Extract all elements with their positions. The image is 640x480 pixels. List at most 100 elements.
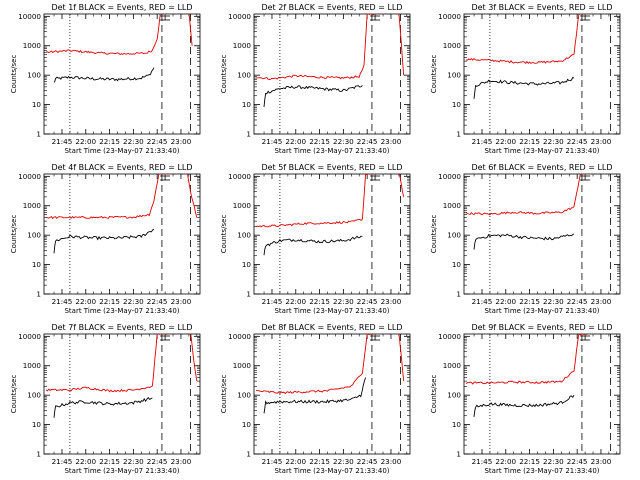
y-tick-label: 10000 [18,332,41,341]
x-tick-label: 22:45 [357,297,378,306]
x-tick-label: 23:00 [171,137,192,146]
plot-frame [43,173,201,295]
y-tick-label: 10000 [18,172,41,181]
x-tick-label: 22:15 [519,137,540,146]
panel-title: Det 4f BLACK = Events, RED = LLD [51,163,192,172]
x-tick-label: 22:15 [309,457,330,466]
y-axis-label: Counts/sec [430,215,438,254]
x-tick-label: 21:45 [472,457,493,466]
series-layer [465,334,593,417]
series-layer [256,14,405,107]
x-tick-label: 22:00 [285,297,306,306]
plot-frame [463,333,621,455]
y-tick-label: 1 [456,130,461,139]
x-tick-label: 23:00 [381,297,402,306]
plot-frame [43,333,201,455]
y-tick-label: 1000 [23,361,42,370]
series-layer [46,174,198,254]
events-series-line [473,233,575,250]
x-tick-label: 22:00 [75,297,96,306]
y-tick-label: 1 [246,130,251,139]
x-tick-label: 22:00 [285,137,306,146]
x-tick-label: 21:45 [52,297,73,306]
panel-det-3: Det 3f BLACK = Events, RED = LLD 1 10 100 10… [430,3,621,155]
y-tick-label: 1 [246,450,251,459]
y-tick-label: 1000 [233,41,252,50]
y-tick-label: 10000 [438,172,461,181]
x-tick-label: 22:00 [285,457,306,466]
panel-det-1: Det 1f BLACK = Events, RED = LLD 1 10 100 10… [10,3,201,155]
x-tick-label: 23:00 [381,137,402,146]
x-tick-label: 22:15 [309,297,330,306]
y-tick-label: 10 [32,100,42,109]
x-axis-label: Start Time (23-May-07 21:33:40) [64,467,179,475]
y-tick-label: 1000 [443,361,462,370]
x-tick-label: 23:00 [591,457,612,466]
y-tick-label: 1 [36,290,41,299]
x-tick-label: 22:30 [333,297,354,306]
x-tick-label: 22:45 [147,137,168,146]
y-tick-label: 10 [452,100,462,109]
y-axis-label: Counts/sec [10,375,18,414]
y-tick-label: 1 [36,450,41,459]
panel-title: Det 3f BLACK = Events, RED = LLD [471,3,612,12]
y-tick-label: 1000 [233,361,252,370]
x-tick-label: 22:45 [357,457,378,466]
x-tick-label: 22:30 [333,137,354,146]
y-tick-label: 10 [452,260,462,269]
x-tick-label: 21:45 [472,137,493,146]
y-axis-label: Counts/sec [220,55,228,94]
lld-series-line [256,14,405,80]
series-layer [255,174,405,256]
x-tick-label: 22:45 [567,297,588,306]
x-tick-label: 22:30 [543,137,564,146]
x-axis-label: Start Time (23-May-07 21:33:40) [484,307,599,315]
y-tick-label: 100 [27,391,41,400]
y-axis-label: Counts/sec [220,215,228,254]
y-tick-label: 100 [237,231,251,240]
panel-det-5: Det 5f BLACK = Events, RED = LLD 1 10 100 10… [220,163,411,315]
panel-det-4: Det 4f BLACK = Events, RED = LLD 1 10 100 10… [10,163,201,315]
x-axis-label: Start Time (23-May-07 21:33:40) [274,467,389,475]
panel-det-2: Det 2f BLACK = Events, RED = LLD 1 10 100 10… [220,3,411,155]
x-tick-label: 22:00 [495,137,516,146]
series-layer [465,14,599,99]
series-layer [45,14,193,83]
y-tick-label: 1000 [23,201,42,210]
events-series-line [263,377,367,414]
y-tick-label: 100 [447,391,461,400]
y-tick-label: 10000 [228,172,251,181]
lld-series-line [255,174,405,228]
x-tick-label: 21:45 [52,457,73,466]
x-tick-label: 23:00 [171,297,192,306]
plot-frame [43,13,201,135]
x-tick-label: 22:30 [543,457,564,466]
panel-det-6: Det 6f BLACK = Events, RED = LLD 1 10 100 10… [430,163,621,315]
x-tick-label: 22:15 [99,137,120,146]
x-tick-label: 22:45 [147,457,168,466]
plot-frame [463,173,621,295]
x-axis-label: Start Time (23-May-07 21:33:40) [484,467,599,475]
series-layer [465,174,590,250]
y-axis-label: Counts/sec [10,215,18,254]
y-axis-label: Counts/sec [10,55,18,94]
x-tick-label: 22:00 [495,457,516,466]
panel-det-8: Det 8f BLACK = Events, RED = LLD 1 10 100 10… [220,323,411,475]
x-tick-label: 22:00 [495,297,516,306]
panel-det-9: Det 9f BLACK = Events, RED = LLD 1 10 100 10… [430,323,621,475]
events-series-line [473,76,575,99]
x-tick-label: 23:00 [381,457,402,466]
y-tick-label: 1000 [443,201,462,210]
y-tick-label: 10 [452,420,462,429]
y-tick-label: 1000 [23,41,42,50]
x-tick-label: 21:45 [52,137,73,146]
panel-title: Det 1f BLACK = Events, RED = LLD [51,3,192,12]
y-tick-label: 10000 [228,332,251,341]
x-tick-label: 23:00 [591,297,612,306]
y-axis-label: Counts/sec [220,375,228,414]
lld-series-line [45,334,198,393]
events-series-line [53,67,155,83]
panel-det-7: Det 7f BLACK = Events, RED = LLD 1 10 100 10… [10,323,201,475]
x-tick-label: 22:45 [567,137,588,146]
